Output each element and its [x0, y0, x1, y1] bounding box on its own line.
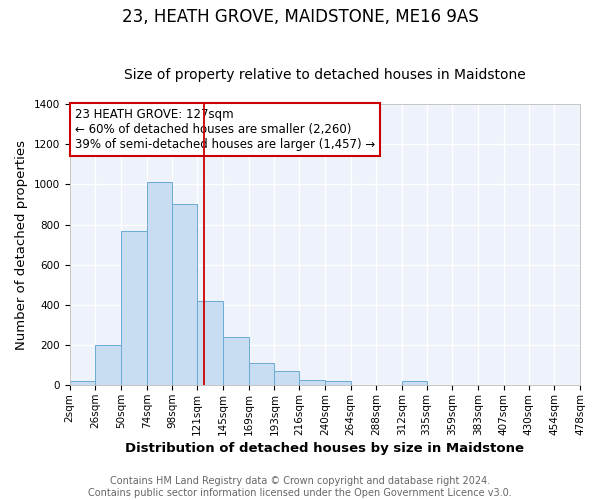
Text: 23 HEATH GROVE: 127sqm
← 60% of detached houses are smaller (2,260)
39% of semi-: 23 HEATH GROVE: 127sqm ← 60% of detached…: [74, 108, 375, 151]
Bar: [299, 380, 325, 386]
Bar: [70, 382, 95, 386]
X-axis label: Distribution of detached houses by size in Maidstone: Distribution of detached houses by size …: [125, 442, 524, 455]
Bar: [95, 345, 121, 386]
Bar: [121, 230, 147, 386]
Bar: [172, 204, 197, 386]
Text: 23, HEATH GROVE, MAIDSTONE, ME16 9AS: 23, HEATH GROVE, MAIDSTONE, ME16 9AS: [122, 8, 478, 26]
Bar: [402, 382, 427, 386]
Bar: [147, 182, 172, 386]
Bar: [325, 382, 350, 386]
Bar: [197, 301, 223, 386]
Bar: [274, 371, 299, 386]
Title: Size of property relative to detached houses in Maidstone: Size of property relative to detached ho…: [124, 68, 526, 82]
Bar: [223, 337, 248, 386]
Bar: [248, 363, 274, 386]
Y-axis label: Number of detached properties: Number of detached properties: [15, 140, 28, 350]
Text: Contains HM Land Registry data © Crown copyright and database right 2024.
Contai: Contains HM Land Registry data © Crown c…: [88, 476, 512, 498]
